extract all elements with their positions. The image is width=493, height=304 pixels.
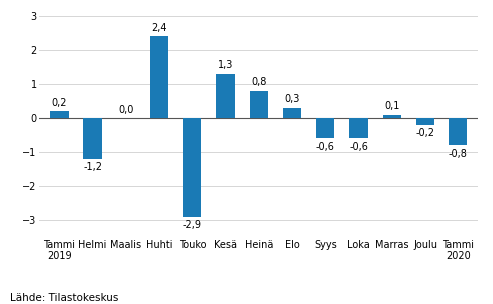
Bar <box>249 91 268 118</box>
Text: -0,8: -0,8 <box>449 149 468 159</box>
Text: 0,1: 0,1 <box>384 101 399 111</box>
Text: 0,2: 0,2 <box>52 98 67 108</box>
Text: -2,9: -2,9 <box>183 220 202 230</box>
Bar <box>83 118 102 159</box>
Bar <box>316 118 334 138</box>
Bar <box>449 118 467 145</box>
Text: -0,6: -0,6 <box>316 142 335 152</box>
Text: Lähde: Tilastokeskus: Lähde: Tilastokeskus <box>10 293 118 303</box>
Bar <box>283 108 301 118</box>
Bar <box>150 36 168 118</box>
Bar <box>383 115 401 118</box>
Bar <box>216 74 235 118</box>
Bar <box>350 118 368 138</box>
Text: -0,2: -0,2 <box>416 128 434 138</box>
Text: 2,4: 2,4 <box>151 23 167 33</box>
Text: 0,0: 0,0 <box>118 105 134 115</box>
Bar <box>183 118 202 217</box>
Text: 1,3: 1,3 <box>218 60 233 70</box>
Text: -1,2: -1,2 <box>83 162 102 172</box>
Text: 0,3: 0,3 <box>284 95 300 104</box>
Bar <box>50 111 69 118</box>
Text: 0,8: 0,8 <box>251 78 267 87</box>
Text: -0,6: -0,6 <box>349 142 368 152</box>
Bar <box>416 118 434 125</box>
